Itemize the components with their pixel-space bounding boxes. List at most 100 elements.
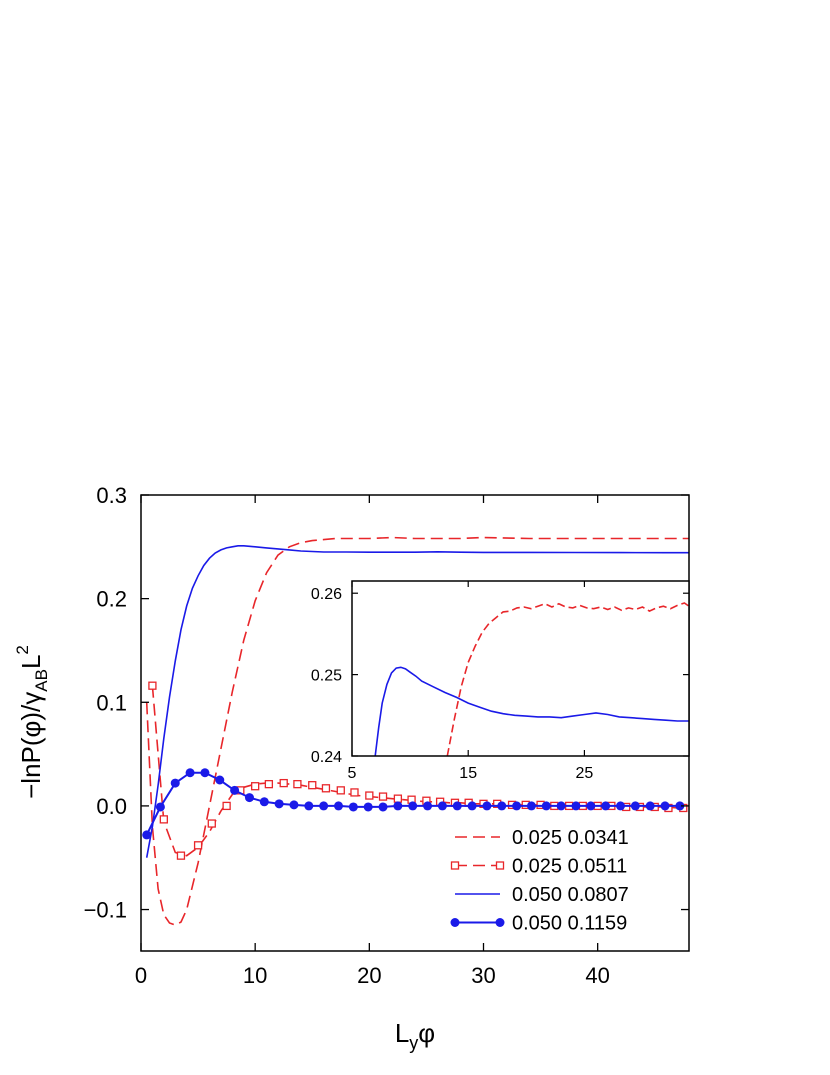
series-2-point-10 <box>293 779 302 789</box>
y-axis-title-superscript: 2 <box>13 645 32 654</box>
x-tick-label-3: 30 <box>471 963 495 988</box>
series-2-point-9 <box>279 778 288 788</box>
series-line-1 <box>145 536 689 926</box>
series-4-point-32 <box>616 801 625 811</box>
legend-label-1: 0.025 0.0341 <box>512 827 629 849</box>
inset-background <box>352 581 689 756</box>
series-4-point-29 <box>571 801 581 811</box>
series-4-point-31 <box>601 801 611 811</box>
legend-label-4: 0.050 0.1159 <box>512 913 627 935</box>
series-4-point-10 <box>289 800 299 810</box>
inset-y-tick-label-0: 0.24 <box>311 749 342 766</box>
series-4-point-8 <box>259 797 269 807</box>
x-axis-title-subscript: y <box>409 1033 418 1053</box>
series-4-point-30 <box>586 801 596 811</box>
series-4-point-2 <box>170 778 180 788</box>
series-4-point-33 <box>630 801 640 811</box>
series-4-point-4 <box>200 768 210 778</box>
series-4-point-7 <box>244 793 254 803</box>
main-plot: 0 10 20 30 40 −0.1 0.0 0.1 0.2 0.3 <box>84 483 690 988</box>
series-4-point-5 <box>215 775 225 785</box>
series-2-point-5 <box>222 801 231 811</box>
series-4-point-17 <box>393 801 403 811</box>
y-tick-label-4: 0.3 <box>96 483 127 508</box>
y-tick-label-1: 0.0 <box>96 794 127 819</box>
series-4-point-3 <box>185 768 195 778</box>
series-2-point-13 <box>336 786 345 795</box>
series-4-point-23 <box>482 801 492 811</box>
series-4-point-18 <box>408 801 418 811</box>
series-4-point-16 <box>378 802 388 812</box>
x-axis-title: Lyφ <box>395 1018 435 1053</box>
inset-y-tick-label-2: 0.26 <box>311 586 342 603</box>
series-2-point-17 <box>393 794 403 803</box>
series-2-point-0 <box>148 681 157 690</box>
series-4-point-13 <box>334 801 344 811</box>
series-4-point-19 <box>423 801 433 811</box>
x-tick-label-4: 40 <box>585 963 609 988</box>
series-4-point-11 <box>304 801 314 811</box>
x-axis-title-main: L <box>395 1018 409 1048</box>
inset-plot: 5 15 25 0.24 0.25 0.26 <box>311 580 690 782</box>
y-axis-title-mid: L <box>16 655 46 669</box>
series-line-2 <box>151 685 689 857</box>
inset-series-line-2 <box>374 666 689 756</box>
series-2-point-4 <box>207 819 216 828</box>
series-4-point-28 <box>556 801 566 811</box>
series-4-point-21 <box>452 801 462 811</box>
series-4-point-36 <box>675 801 685 811</box>
series-4-point-0 <box>142 830 152 840</box>
series-2-point-8 <box>264 779 274 789</box>
legend-marker-4-1 <box>495 918 505 927</box>
series-line-3 <box>145 545 689 858</box>
inset-ticks-group: 5 15 25 0.24 0.25 0.26 <box>311 581 689 782</box>
series-2-point-2 <box>176 851 186 860</box>
inset-x-tick-label-1: 15 <box>459 765 477 782</box>
series-4-point-20 <box>437 801 447 811</box>
legend-label-3: 0.050 0.0807 <box>512 884 629 906</box>
series-4-point-34 <box>645 801 655 811</box>
series-2-point-1 <box>159 815 168 824</box>
legend-marker-2-1 <box>495 861 505 870</box>
y-tick-label-3: 0.2 <box>96 587 127 612</box>
series-4-point-1 <box>155 802 165 812</box>
series-2-point-16 <box>378 792 388 801</box>
series-4-point-22 <box>467 801 477 811</box>
inset-series-group <box>374 602 689 756</box>
series-4-point-6 <box>230 785 240 795</box>
main-ticks-group: 0 10 20 30 40 −0.1 0.0 0.1 0.2 0.3 <box>84 483 689 988</box>
legend: 0.025 0.0341 0.025 0.0511 0.050 0.0807 0.05… <box>450 827 629 935</box>
y-tick-label-0: −0.1 <box>84 898 127 923</box>
x-tick-label-2: 20 <box>357 963 381 988</box>
y-axis-title-main: −lnP(φ)/γ <box>16 692 46 799</box>
series-2-point-14 <box>350 788 359 797</box>
series-4-point-27 <box>541 801 551 811</box>
inset-y-tick-label-1: 0.25 <box>311 668 342 685</box>
series-2-point-7 <box>251 782 260 791</box>
inset-x-tick-label-2: 25 <box>576 765 594 782</box>
series-4-point-24 <box>497 801 507 811</box>
series-4-point-9 <box>274 799 284 809</box>
series-4-point-25 <box>512 801 522 811</box>
main-series-group <box>142 536 689 926</box>
y-tick-label-2: 0.1 <box>96 690 127 715</box>
series-2-point-11 <box>308 781 317 790</box>
y-axis-title-subscript: AB <box>32 669 51 692</box>
x-axis-title-tail: φ <box>418 1018 435 1048</box>
legend-label-2: 0.025 0.0511 <box>512 856 627 878</box>
x-tick-label-1: 10 <box>243 963 267 988</box>
legend-marker-4-0 <box>450 918 460 927</box>
series-2-point-12 <box>321 784 331 793</box>
series-4-point-26 <box>526 801 536 811</box>
inset-plot-frame <box>351 580 690 757</box>
series-4-point-12 <box>319 801 329 811</box>
y-axis-title: −lnP(φ)/γABL2 <box>13 645 51 799</box>
series-2-point-3 <box>193 841 203 850</box>
inset-series-line-1 <box>446 602 689 756</box>
series-4-point-14 <box>348 802 358 812</box>
x-tick-label-0: 0 <box>135 963 147 988</box>
series-4-point-35 <box>660 801 670 811</box>
inset-x-tick-label-0: 5 <box>348 765 357 782</box>
legend-marker-2-0 <box>450 861 460 870</box>
